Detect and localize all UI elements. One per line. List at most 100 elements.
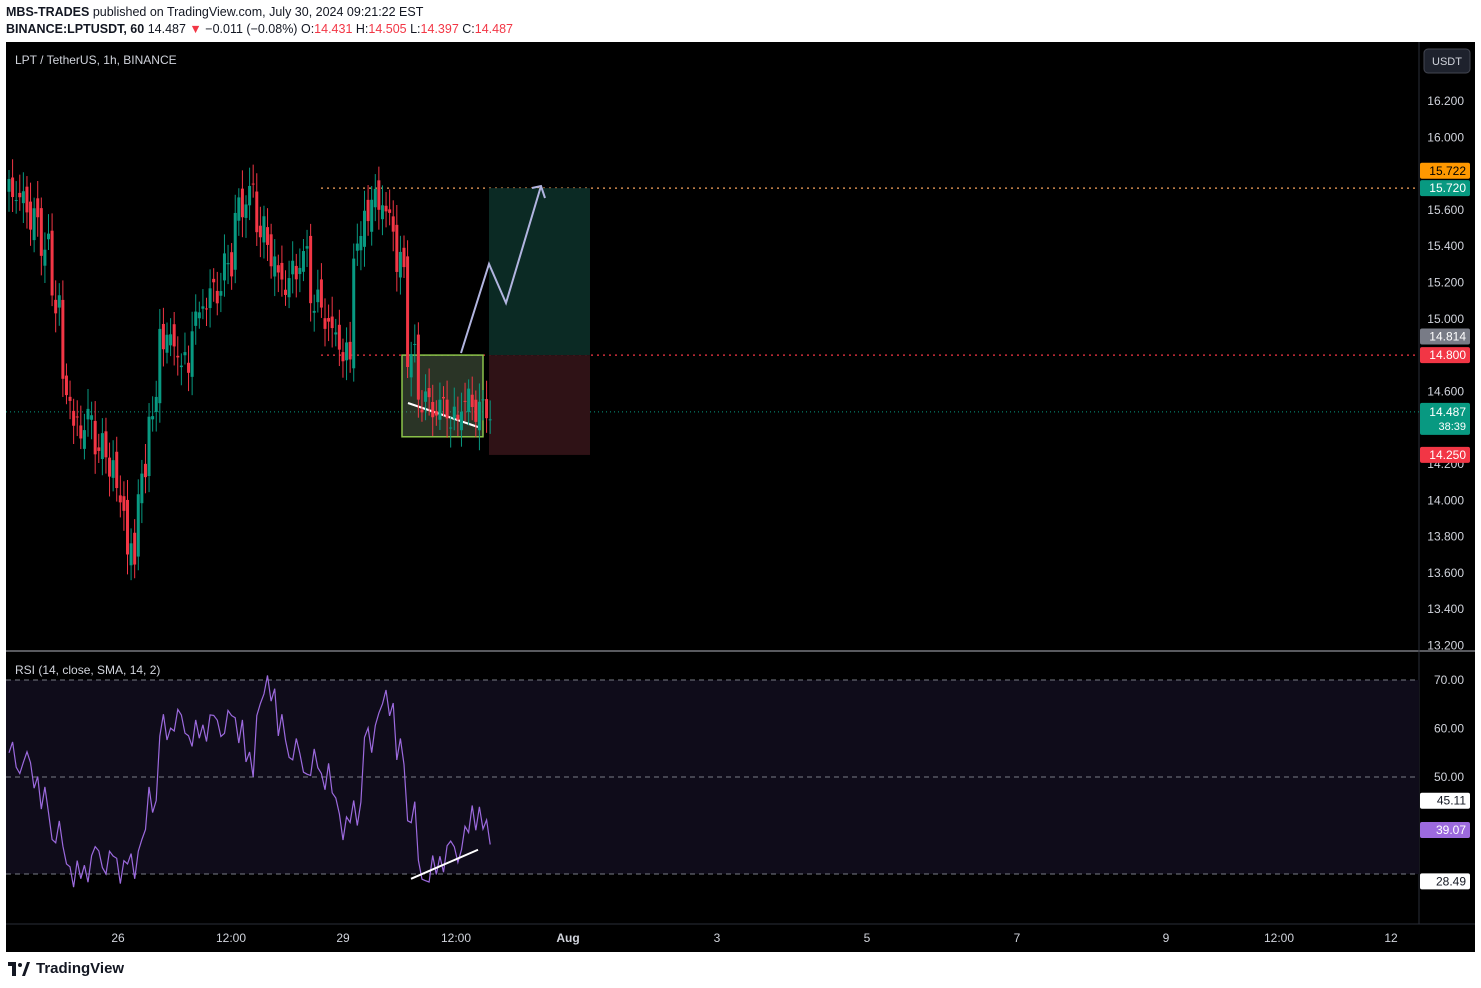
candle-body	[348, 341, 352, 360]
candle-body	[72, 410, 76, 426]
candle-body	[280, 262, 284, 280]
price-tick-label: 16.000	[1427, 130, 1464, 144]
ohlc-line: BINANCE:LPTUSDT, 60 14.487 ▼ −0.011 (−0.…	[6, 21, 513, 38]
chart-canvas[interactable]: LPT / TetherUS, 1h, BINANCE USDT 16.2001…	[6, 42, 1475, 952]
last-price-badge	[1420, 402, 1470, 435]
candle-body	[269, 234, 273, 267]
candle-body	[352, 258, 356, 369]
last-price-badge-label: 14.487	[1429, 405, 1466, 419]
candle-body	[68, 396, 72, 401]
candle-body	[416, 334, 420, 400]
price-pane: LPT / TetherUS, 1h, BINANCE USDT	[6, 48, 1475, 652]
candle-body	[158, 328, 162, 404]
candle-body	[294, 265, 298, 280]
rsi-badge	[1420, 873, 1470, 890]
candle-body	[341, 352, 345, 362]
price-tick-label: 13.400	[1427, 602, 1464, 616]
price-tick-label: 13.200	[1427, 639, 1464, 653]
publish-line: MBS-TRADES published on TradingView.com,…	[6, 4, 513, 21]
candle-body	[481, 399, 485, 401]
candle-body	[424, 391, 428, 402]
chart-title: LPT / TetherUS, 1h, BINANCE	[15, 53, 177, 67]
candle-body	[463, 400, 467, 402]
tradingview-logo-icon	[8, 961, 30, 976]
candle-body	[169, 334, 173, 346]
candle-body	[276, 265, 280, 273]
time-tick-label: 12:00	[216, 931, 246, 945]
time-tick-label: 26	[111, 931, 125, 945]
candle-body	[18, 192, 22, 198]
publish-info: published on TradingView.com, July 30, 2…	[92, 5, 424, 19]
candle-body	[14, 200, 18, 202]
candle-body	[359, 235, 363, 251]
candle-body	[384, 205, 388, 212]
candle-body	[240, 188, 244, 218]
high-value: 14.505	[368, 22, 407, 36]
rsi-badge	[1420, 822, 1470, 839]
candle-body	[345, 342, 349, 361]
time-axis: 26 12:00 29 12:00 Aug 3 5 7 9 12:00 12	[6, 923, 1475, 945]
price-badge-label: 15.720	[1429, 181, 1466, 195]
price-badge-label: 14.814	[1429, 330, 1466, 344]
close-value: 14.487	[474, 22, 513, 36]
rsi-divergence-line	[410, 848, 479, 880]
candle-body	[90, 415, 94, 420]
price-badge	[1420, 446, 1470, 463]
author-name[interactable]: MBS-TRADES	[6, 5, 90, 19]
candle-body	[54, 299, 58, 314]
rsi-badge	[1420, 792, 1470, 809]
candle-body	[115, 451, 119, 489]
rsi-pane: RSI (14, close, SMA, 14, 2) 70.00 60.00 50…	[6, 663, 1470, 890]
candle-body	[126, 499, 129, 555]
candle-body	[111, 460, 115, 478]
time-tick-label: 9	[1163, 931, 1170, 945]
currency-button[interactable]: USDT	[1423, 48, 1471, 74]
candle-body	[370, 199, 374, 232]
candle-body	[176, 355, 180, 358]
candle-body	[79, 425, 83, 439]
candle-body	[456, 414, 460, 420]
candle-body	[233, 212, 237, 270]
time-tick-label: 3	[714, 931, 721, 945]
tradingview-logo[interactable]: TradingView	[8, 960, 124, 977]
candle-body	[431, 401, 435, 418]
candle-body	[312, 310, 316, 313]
candle-body	[11, 177, 15, 198]
price-tick-label: 13.800	[1427, 530, 1464, 544]
candle-body	[64, 375, 68, 396]
candle-body	[459, 411, 463, 431]
candle-body	[402, 247, 406, 268]
candle-body	[305, 246, 309, 249]
candle-body	[366, 199, 370, 222]
candle-body	[298, 267, 302, 275]
candle-body	[212, 278, 216, 283]
candle-body	[122, 496, 126, 511]
time-tick-label: 7	[1014, 931, 1021, 945]
candle-body	[230, 252, 234, 277]
candle-body	[337, 324, 341, 350]
candle-body	[380, 205, 384, 220]
open-label: O:	[300, 22, 315, 36]
candle-body	[388, 209, 392, 213]
candle-body	[136, 494, 140, 557]
candle-body	[7, 179, 11, 192]
candle-body	[485, 399, 489, 419]
candle-body	[129, 543, 133, 566]
price-tick-label: 14.000	[1427, 493, 1464, 507]
candle-body	[219, 291, 223, 296]
rsi-tick-label: 70.00	[1434, 673, 1464, 687]
candle-body	[391, 216, 395, 232]
projection-arrowhead-icon	[531, 184, 546, 199]
candle-body	[50, 230, 54, 296]
candle-body	[445, 399, 449, 419]
candle-body	[47, 233, 50, 240]
candle-body	[427, 388, 431, 398]
candle-body	[334, 332, 338, 335]
chart-area[interactable]: LPT / TetherUS, 1h, BINANCE USDT 16.200 1…	[6, 42, 1475, 952]
candle-body	[215, 290, 219, 304]
close-label: C:	[462, 22, 475, 36]
rsi-badge-label: 39.07	[1436, 823, 1466, 837]
candle-body	[363, 210, 366, 247]
time-tick-label: 29	[336, 931, 350, 945]
candle-body	[187, 362, 191, 373]
